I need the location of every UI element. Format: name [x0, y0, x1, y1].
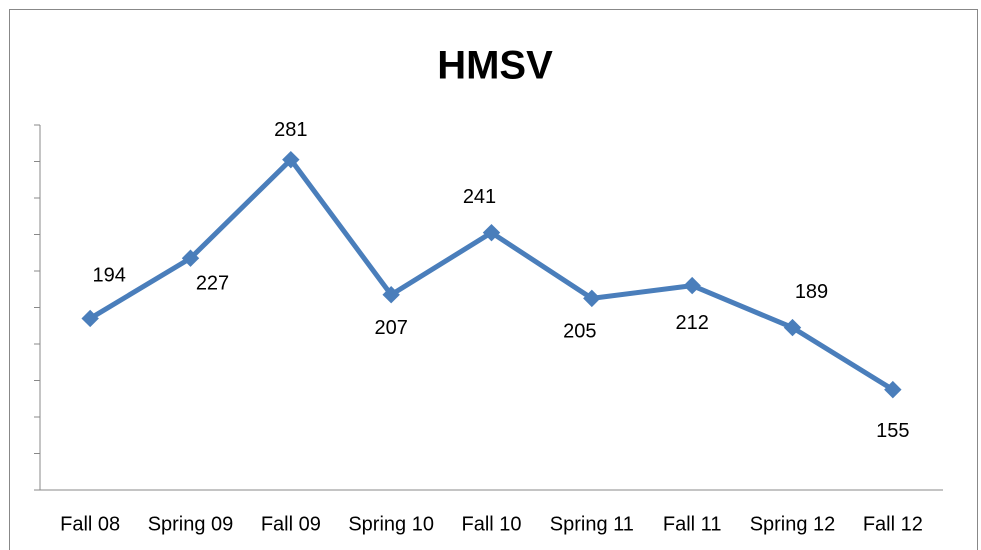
marker [683, 276, 701, 295]
chart-border [9, 9, 978, 550]
x-tick-label: Fall 12 [863, 513, 923, 535]
marker [482, 223, 501, 242]
data-label: 281 [274, 119, 307, 141]
marker [583, 289, 601, 308]
x-tick-label: Spring 12 [750, 513, 836, 535]
x-tick-label: Fall 08 [60, 513, 120, 535]
marker [181, 249, 200, 267]
chart-title: HMSV [437, 44, 553, 88]
data-label: 241 [463, 186, 496, 208]
marker [282, 150, 300, 169]
data-label: 194 [92, 265, 125, 287]
marker [382, 286, 400, 304]
x-tick-label: Fall 10 [461, 513, 521, 535]
data-label: 207 [374, 317, 407, 339]
x-tick-label: Fall 09 [261, 513, 321, 535]
data-label: 155 [876, 420, 909, 442]
data-label: 212 [675, 312, 708, 334]
data-label: 205 [563, 321, 596, 343]
x-tick-label: Spring 11 [550, 513, 634, 535]
x-tick-label: Spring 09 [148, 513, 234, 535]
x-tick-label: Spring 10 [348, 513, 434, 535]
data-label: 189 [795, 281, 828, 303]
data-label: 227 [196, 273, 229, 295]
marker [884, 380, 902, 399]
marker [81, 309, 99, 328]
marker [783, 318, 802, 337]
x-tick-label: Fall 11 [663, 513, 722, 535]
